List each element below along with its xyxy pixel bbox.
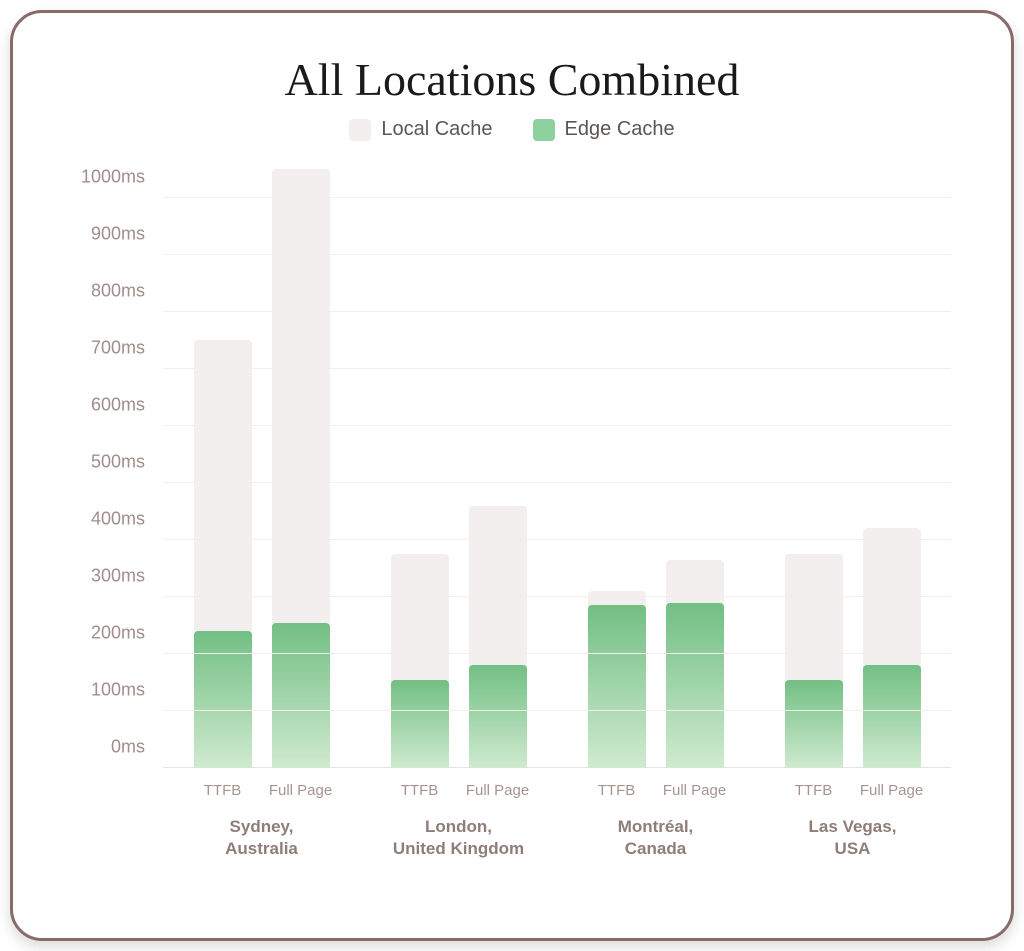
y-axis-label: 100ms [91, 679, 163, 700]
legend-item-edge: Edge Cache [533, 118, 675, 141]
bar-edge [863, 665, 921, 768]
chart-area: TTFB Full Page Sydney,Australia TTFB Full Pa… [53, 169, 971, 908]
y-axis-label: 800ms [91, 280, 163, 301]
y-axis-label: 600ms [91, 394, 163, 415]
bar-sublabel: TTFB [204, 782, 242, 799]
bar-pair: TTFB [588, 169, 646, 768]
chart-card: All Locations Combined Local Cache Edge … [10, 10, 1014, 941]
gridline [163, 653, 951, 654]
bar-sublabel: Full Page [663, 782, 726, 799]
bar-edge [469, 665, 527, 768]
legend-item-local: Local Cache [349, 118, 492, 141]
bar-group: TTFBFull PageLondon,United Kingdom [360, 169, 557, 768]
y-axis-label: 200ms [91, 622, 163, 643]
gridline [163, 311, 951, 312]
y-axis-label: 500ms [91, 451, 163, 472]
y-axis-label: 1000ms [81, 166, 163, 187]
gridline [163, 539, 951, 540]
group-label: Montréal,Canada [557, 816, 754, 860]
gridline [163, 368, 951, 369]
y-axis-label: 300ms [91, 565, 163, 586]
legend-label-edge: Edge Cache [565, 118, 675, 141]
legend-label-local: Local Cache [381, 118, 492, 141]
gridline [163, 710, 951, 711]
y-axis-label: 400ms [91, 508, 163, 529]
y-axis-label: 0ms [111, 737, 163, 758]
bar-sublabel: Full Page [860, 782, 923, 799]
bar-group: TTFBFull PageMontréal,Canada [557, 169, 754, 768]
gridline [163, 425, 951, 426]
y-axis-label: 900ms [91, 223, 163, 244]
gridline [163, 254, 951, 255]
bar-pair: Full Page [666, 169, 724, 768]
y-axis-label: 700ms [91, 337, 163, 358]
legend-swatch-edge [533, 119, 555, 141]
bar-pair: TTFB [391, 169, 449, 768]
group-label: Sydney,Australia [163, 816, 360, 860]
bar-edge [194, 631, 252, 768]
group-label: Las Vegas,USA [754, 816, 951, 860]
bar-sublabel: TTFB [598, 782, 636, 799]
chart-title: All Locations Combined [53, 53, 971, 106]
bar-edge [272, 623, 330, 768]
gridline [163, 596, 951, 597]
group-label: London,United Kingdom [360, 816, 557, 860]
bar-edge [785, 680, 843, 768]
bar-sublabel: TTFB [401, 782, 439, 799]
gridline [163, 197, 951, 198]
plot-area: TTFBFull PageSydney,AustraliaTTFBFull Pa… [163, 169, 951, 768]
bar-group: TTFBFull PageSydney,Australia [163, 169, 360, 768]
bar-group: TTFBFull PageLas Vegas,USA [754, 169, 951, 768]
bar-sublabel: Full Page [466, 782, 529, 799]
bar-sublabel: TTFB [795, 782, 833, 799]
bar-edge [391, 680, 449, 768]
bar-pair: TTFB [785, 169, 843, 768]
bar-edge [666, 603, 724, 768]
legend: Local Cache Edge Cache [53, 118, 971, 141]
bar-groups: TTFBFull PageSydney,AustraliaTTFBFull Pa… [163, 169, 951, 768]
bar-edge [588, 605, 646, 768]
bar-sublabel: Full Page [269, 782, 332, 799]
bar-pair: Full Page [272, 169, 330, 768]
bar-pair: Full Page [469, 169, 527, 768]
bar-pair: TTFB [194, 169, 252, 768]
bar-pair: Full Page [863, 169, 921, 768]
legend-swatch-local [349, 119, 371, 141]
gridline [163, 482, 951, 483]
